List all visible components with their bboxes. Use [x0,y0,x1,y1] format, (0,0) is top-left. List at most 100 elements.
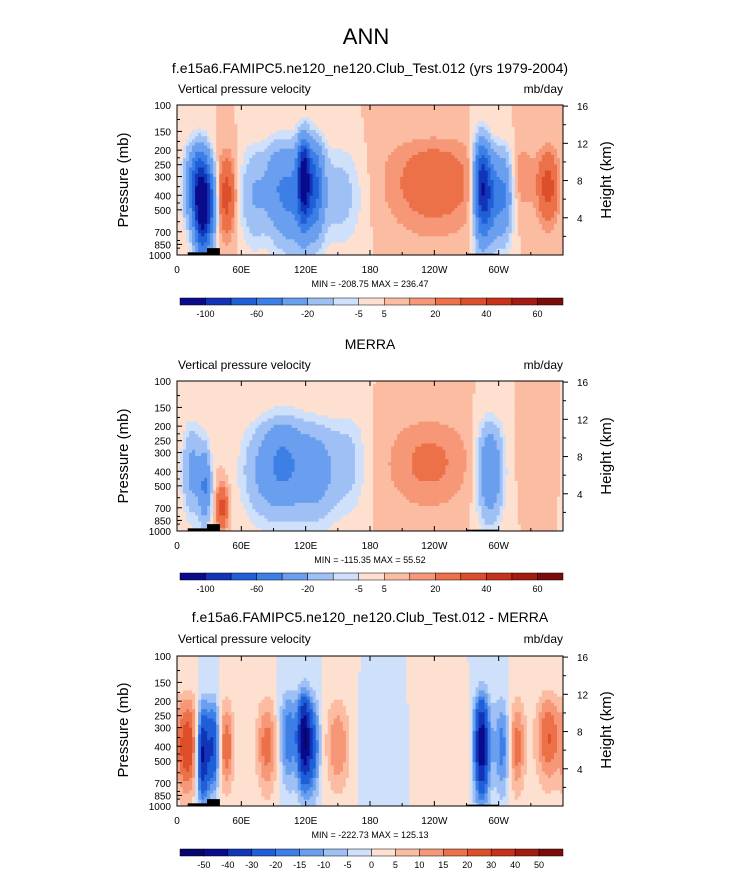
heatmap-cell [511,133,516,137]
heatmap-cell [409,123,413,128]
heatmap-cell [511,105,516,109]
heatmap-cell [559,223,564,228]
heatmap-cell [279,170,283,175]
heatmap-cell [303,186,308,190]
heatmap-cell [183,120,187,125]
heatmap-cell [348,192,353,197]
heatmap-cell [366,126,371,131]
heatmap-cell [538,176,543,181]
heatmap-cell [526,173,531,178]
heatmap-cell [520,151,525,156]
heatmap-cell [469,142,473,147]
heatmap-cell [475,201,479,206]
heatmap-cell [409,173,413,178]
heatmap-cell [231,148,235,153]
heatmap-cell [180,123,184,128]
heatmap-cell [508,205,513,209]
heatmap-cell [252,164,256,168]
heatmap-cell [475,170,479,175]
heatmap-cell [505,211,510,215]
heatmap-cell [345,183,350,187]
heatmap-cell [312,161,317,165]
heatmap-cell [475,180,479,184]
heatmap-cell [198,223,202,228]
heatmap-cell [421,105,425,109]
heatmap-cell [198,167,202,172]
heatmap-cell [345,186,350,190]
heatmap-cell [357,139,362,143]
heatmap-cell [502,105,507,109]
heatmap-cell [463,142,467,147]
heatmap-cell [535,164,540,168]
heatmap-cell [333,117,338,122]
heatmap-cell [225,220,229,225]
heatmap-cell [261,164,265,168]
heatmap-cell [354,211,359,215]
heatmap-cell [502,192,507,197]
heatmap-cell [493,133,498,137]
heatmap-cell [342,130,347,134]
heatmap-cell [246,186,250,190]
heatmap-cell [348,170,353,175]
heatmap-cell [219,114,223,118]
heatmap-cell [243,170,247,175]
heatmap-cell [541,164,546,168]
heatmap-cell [493,170,498,175]
heatmap-cell [360,126,365,131]
heatmap-cell [360,214,365,218]
heatmap-cell [210,223,214,228]
heatmap-cell [496,201,501,206]
heatmap-cell [538,142,543,147]
heatmap-cell [183,220,187,225]
heatmap-cell [469,205,473,209]
heatmap-cell [228,105,232,109]
heatmap-cell [490,117,495,122]
heatmap-cell [403,151,407,156]
heatmap-cell [481,145,485,150]
heatmap-cell [439,161,443,165]
heatmap-cell [303,173,308,178]
heatmap-cell [294,108,299,112]
heatmap-cell [502,201,507,206]
heatmap-cell [544,133,549,137]
heatmap-cell [496,130,501,134]
heatmap-cell [514,145,519,150]
heatmap-cell [394,192,398,197]
heatmap-cell [544,189,549,193]
heatmap-cell [493,161,498,165]
heatmap-cell [538,108,543,112]
heatmap-cell [418,167,422,172]
heatmap-cell [529,120,534,125]
heatmap-cell [469,158,473,162]
heatmap-cell [333,139,338,143]
heatmap-cell [303,117,308,122]
heatmap-cell [370,164,374,168]
heatmap-cell [388,220,392,225]
heatmap-cell [559,145,564,150]
heatmap-cell [553,130,558,134]
heatmap-cell [370,198,374,203]
heatmap-cell [336,158,341,162]
heatmap-cell [457,167,461,172]
heatmap-cell [180,136,184,140]
heatmap-cell [493,136,498,140]
heatmap-cell [517,189,522,193]
heatmap-cell [409,130,413,134]
heatmap-cell [234,208,238,212]
heatmap-cell [409,111,413,115]
heatmap-cell [249,223,253,228]
heatmap-cell [225,214,229,218]
heatmap-cell [342,223,347,228]
heatmap-cell [297,189,302,193]
heatmap-cell [183,198,187,203]
heatmap-cell [466,126,470,131]
heatmap-cell [418,130,422,134]
heatmap-cell [502,136,507,140]
heatmap-cell [442,183,446,187]
heatmap-cell [484,217,489,222]
heatmap-cell [234,130,238,134]
heatmap-cell [556,217,561,222]
heatmap-cell [249,126,253,131]
heatmap-cell [279,133,283,137]
heatmap-cell [445,161,449,165]
